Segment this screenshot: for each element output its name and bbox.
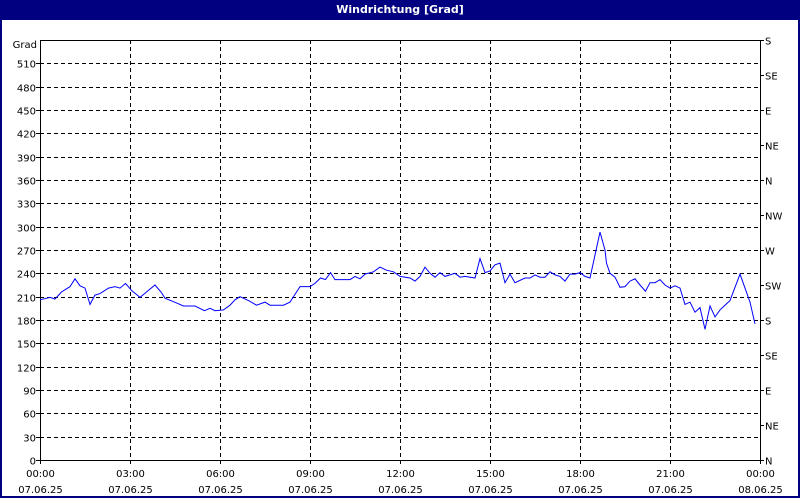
compass-label: E [765, 107, 771, 118]
y-axis-label: Grad [13, 40, 37, 51]
x-tick-date: 08.06.25 [738, 485, 783, 496]
y-tick-label: 270 [17, 247, 36, 258]
y-tick-label: 360 [17, 177, 36, 188]
axes [36, 40, 764, 464]
y-tick-label: 240 [17, 270, 36, 281]
x-tick-date: 07.06.25 [288, 485, 333, 496]
compass-label: SW [765, 282, 781, 293]
compass-label: NW [765, 212, 782, 223]
x-tick-time: 18:00 [566, 469, 595, 480]
tick-labels: 0 30 60 90 120 150 180 210 240 270 300 330 360 390 420… [17, 37, 783, 497]
y-tick-label: 30 [23, 434, 36, 445]
grid [40, 40, 760, 460]
x-tick-time: 09:00 [296, 469, 325, 480]
compass-label: W [765, 247, 775, 258]
x-tick-time: 21:00 [656, 469, 685, 480]
compass-label: E [765, 387, 771, 398]
y-tick-label: 120 [17, 364, 36, 375]
y-tick-label: 90 [23, 387, 36, 398]
x-tick-date: 07.06.25 [198, 485, 243, 496]
x-tick-time: 12:00 [386, 469, 415, 480]
x-tick-time: 06:00 [206, 469, 235, 480]
y-tick-label: 390 [17, 154, 36, 165]
window-title: Windrichtung [Grad] [0, 0, 800, 20]
y-tick-label: 210 [17, 294, 36, 305]
x-tick-date: 07.06.25 [468, 485, 513, 496]
y-tick-label: 480 [17, 84, 36, 95]
y-tick-label: 300 [17, 224, 36, 235]
x-tick-date: 07.06.25 [18, 485, 63, 496]
compass-label: N [765, 177, 772, 188]
x-tick-time: 00:00 [26, 469, 55, 480]
y-tick-label: 150 [17, 340, 36, 351]
y-tick-label: 450 [17, 107, 36, 118]
compass-label: N [765, 457, 772, 468]
series-line [39, 231, 756, 330]
compass-label: NE [765, 422, 779, 433]
x-tick-date: 07.06.25 [648, 485, 693, 496]
compass-label: S [765, 317, 771, 328]
y-tick-label: 510 [17, 60, 36, 71]
y-tick-label: 330 [17, 200, 36, 211]
compass-label: SE [765, 72, 778, 83]
compass-label: SE [765, 352, 778, 363]
x-tick-time: 00:00 [746, 469, 775, 480]
x-tick-time: 03:00 [116, 469, 145, 480]
y-tick-label: 420 [17, 130, 36, 141]
compass-label: NE [765, 142, 779, 153]
y-tick-label: 0 [30, 457, 36, 468]
x-tick-date: 07.06.25 [558, 485, 603, 496]
y-tick-label: 60 [23, 410, 36, 421]
y-tick-label: 180 [17, 317, 36, 328]
x-tick-date: 07.06.25 [108, 485, 153, 496]
compass-label: S [765, 37, 771, 48]
x-tick-time: 15:00 [476, 469, 505, 480]
x-tick-date: 07.06.25 [378, 485, 423, 496]
